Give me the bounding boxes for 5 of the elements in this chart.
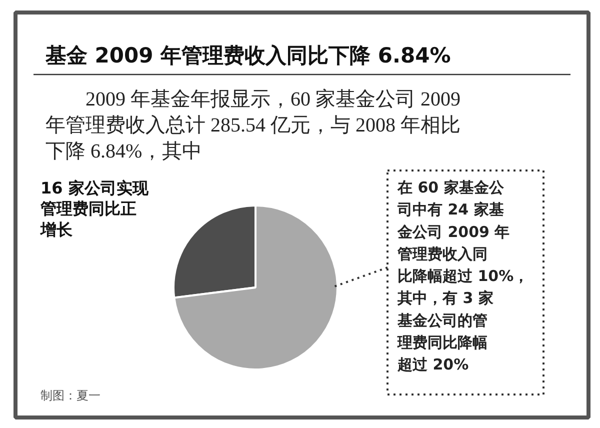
chart-subtitle: 2009 年基金年报显示，60 家基金公司 2009 年管理费收入总计 285.54 亿元，与 2008 年相比下降 6.84%，其中 — [46, 88, 460, 162]
text: 制图：夏一 — [40, 388, 100, 402]
category-label: 在 60 家基金公司中有 24 家基金公司 2009 年管理费收入同比降幅超过 10%，其中，有 3 家基金公司的管理费同比降幅超过 20% — [398, 178, 529, 374]
chart-title: 基金 2009 年管理费收入同比下降 6.84% — [44, 44, 451, 68]
slice-label: 16 家公司实现管理费同比正增长 — [40, 178, 150, 239]
